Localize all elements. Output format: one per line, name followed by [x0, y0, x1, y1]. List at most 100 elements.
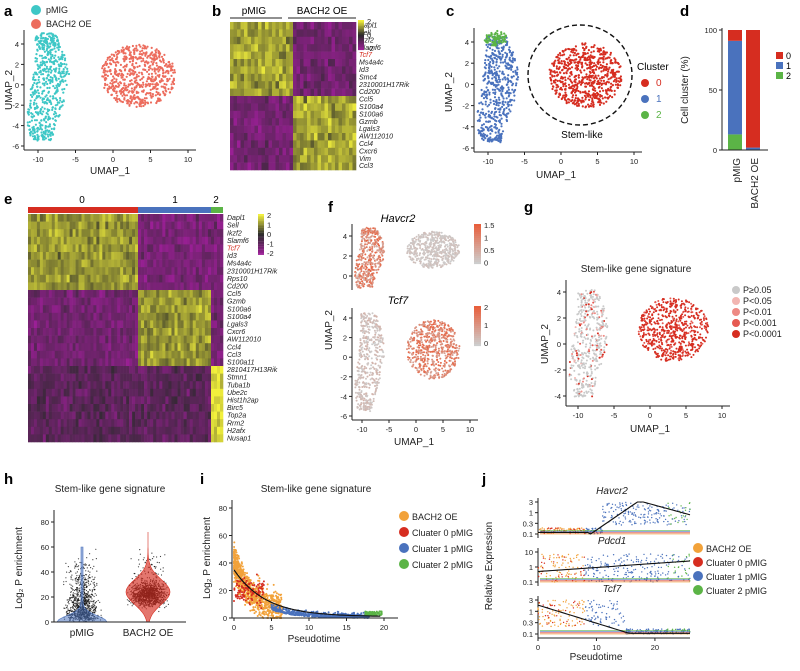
heatmap-cell	[293, 148, 297, 156]
heatmap-cell	[265, 111, 269, 119]
heatmap-cell	[144, 336, 147, 344]
heatmap-cell	[129, 366, 132, 374]
heatmap-cell	[349, 163, 353, 171]
heatmap-cell	[269, 163, 273, 171]
pmig-cell	[41, 128, 43, 130]
heatmap-cell	[156, 427, 159, 435]
heatmap-cell	[87, 396, 90, 404]
heatmap-cell	[141, 282, 144, 290]
heatmap-cell	[193, 298, 196, 306]
heatmap-cell	[105, 396, 108, 404]
heatmap-cell	[339, 140, 343, 148]
cluster-1-cell	[493, 115, 495, 117]
cluster-0-cell	[616, 87, 618, 89]
heatmap-cell	[150, 381, 153, 389]
heatmap-cell	[187, 404, 190, 412]
bach2-cell	[155, 53, 157, 55]
heatmap-cell	[123, 366, 126, 374]
heatmap-cell	[34, 222, 37, 230]
heatmap-cell	[34, 427, 37, 435]
cluster-1-cell	[489, 99, 491, 101]
heatmap-cell	[241, 89, 245, 97]
heatmap-cell	[335, 96, 339, 104]
heatmap-cell	[120, 404, 123, 412]
cluster-0-cell	[616, 77, 618, 79]
heatmap-cell	[346, 163, 350, 171]
heatmap-cell	[96, 381, 99, 389]
cluster-0-cell	[610, 83, 612, 85]
heatmap-cell	[181, 351, 184, 359]
colorscale-label: -2	[367, 44, 374, 53]
heatmap-cell	[325, 59, 329, 67]
heatmap-cell	[82, 336, 85, 344]
heatmap-cell	[165, 358, 168, 366]
heatmap-cell	[269, 126, 273, 134]
heatmap-cell	[297, 66, 301, 74]
heatmap-cell	[123, 434, 126, 442]
cluster-1-cell	[489, 47, 491, 49]
cluster-0-cell	[555, 92, 557, 94]
pmig-cell	[55, 35, 57, 37]
heatmap-cell	[190, 305, 193, 313]
heatmap-cell	[132, 290, 135, 298]
cluster-0-cell	[591, 69, 593, 71]
heatmap-cell	[76, 381, 79, 389]
bach2-cell	[153, 80, 155, 82]
heatmap-cell	[111, 290, 114, 298]
heatmap-cell	[283, 74, 287, 82]
cluster-0-cell	[591, 76, 593, 78]
heatmap-cell	[168, 343, 171, 351]
heatmap-cell	[321, 29, 325, 37]
cluster-0-cell	[601, 76, 603, 78]
heatmap-cell	[165, 366, 168, 374]
bach2-cell	[133, 98, 135, 100]
heatmap-cell	[28, 275, 31, 283]
heatmap-cell	[159, 374, 162, 382]
heatmap-cell	[237, 52, 241, 60]
heatmap-cell	[67, 396, 70, 404]
cluster-0-cell	[556, 71, 558, 73]
heatmap-cell	[114, 237, 117, 245]
pmig-cell	[55, 85, 57, 87]
heatmap-cell	[129, 328, 132, 336]
heatmap-cell	[105, 229, 108, 237]
heatmap-cell	[37, 275, 40, 283]
heatmap-cell	[150, 343, 153, 351]
heatmap-cell	[297, 59, 301, 67]
heatmap-cell	[79, 260, 82, 268]
heatmap-cell	[265, 74, 269, 82]
cluster-0-cell	[569, 75, 571, 77]
bach2-cell	[152, 95, 154, 97]
heatmap-cell	[311, 59, 315, 67]
heatmap-cell	[138, 404, 141, 412]
pmig-cell	[56, 40, 58, 42]
heatmap-cell	[314, 140, 318, 148]
heatmap-cell	[31, 389, 34, 397]
pmig-cell	[36, 86, 38, 88]
heatmap-cell	[76, 419, 79, 427]
heatmap-cell	[339, 66, 343, 74]
heatmap-cell	[300, 37, 304, 45]
cluster-0-cell	[570, 100, 572, 102]
heatmap-cell	[230, 155, 234, 163]
heatmap-cell	[49, 412, 52, 420]
cluster-0-cell	[599, 90, 601, 92]
heatmap-cell	[175, 214, 178, 222]
heatmap-cell	[276, 52, 280, 60]
panel-e-cluster-2: 2	[213, 195, 219, 206]
pmig-cell	[62, 56, 64, 58]
heatmap-cell	[70, 214, 73, 222]
pmig-cell	[37, 43, 39, 45]
heatmap-cell	[123, 343, 126, 351]
heatmap-cell	[175, 389, 178, 397]
heatmap-cell	[70, 290, 73, 298]
pmig-cell	[49, 45, 51, 47]
panel-a-label: a	[4, 3, 13, 20]
heatmap-cell	[114, 320, 117, 328]
heatmap-cell	[269, 118, 273, 126]
heatmap-cell	[184, 358, 187, 366]
heatmap-cell	[31, 222, 34, 230]
bach2-cell	[136, 58, 138, 60]
heatmap-cell	[147, 244, 150, 252]
pmig-cell	[33, 74, 35, 76]
